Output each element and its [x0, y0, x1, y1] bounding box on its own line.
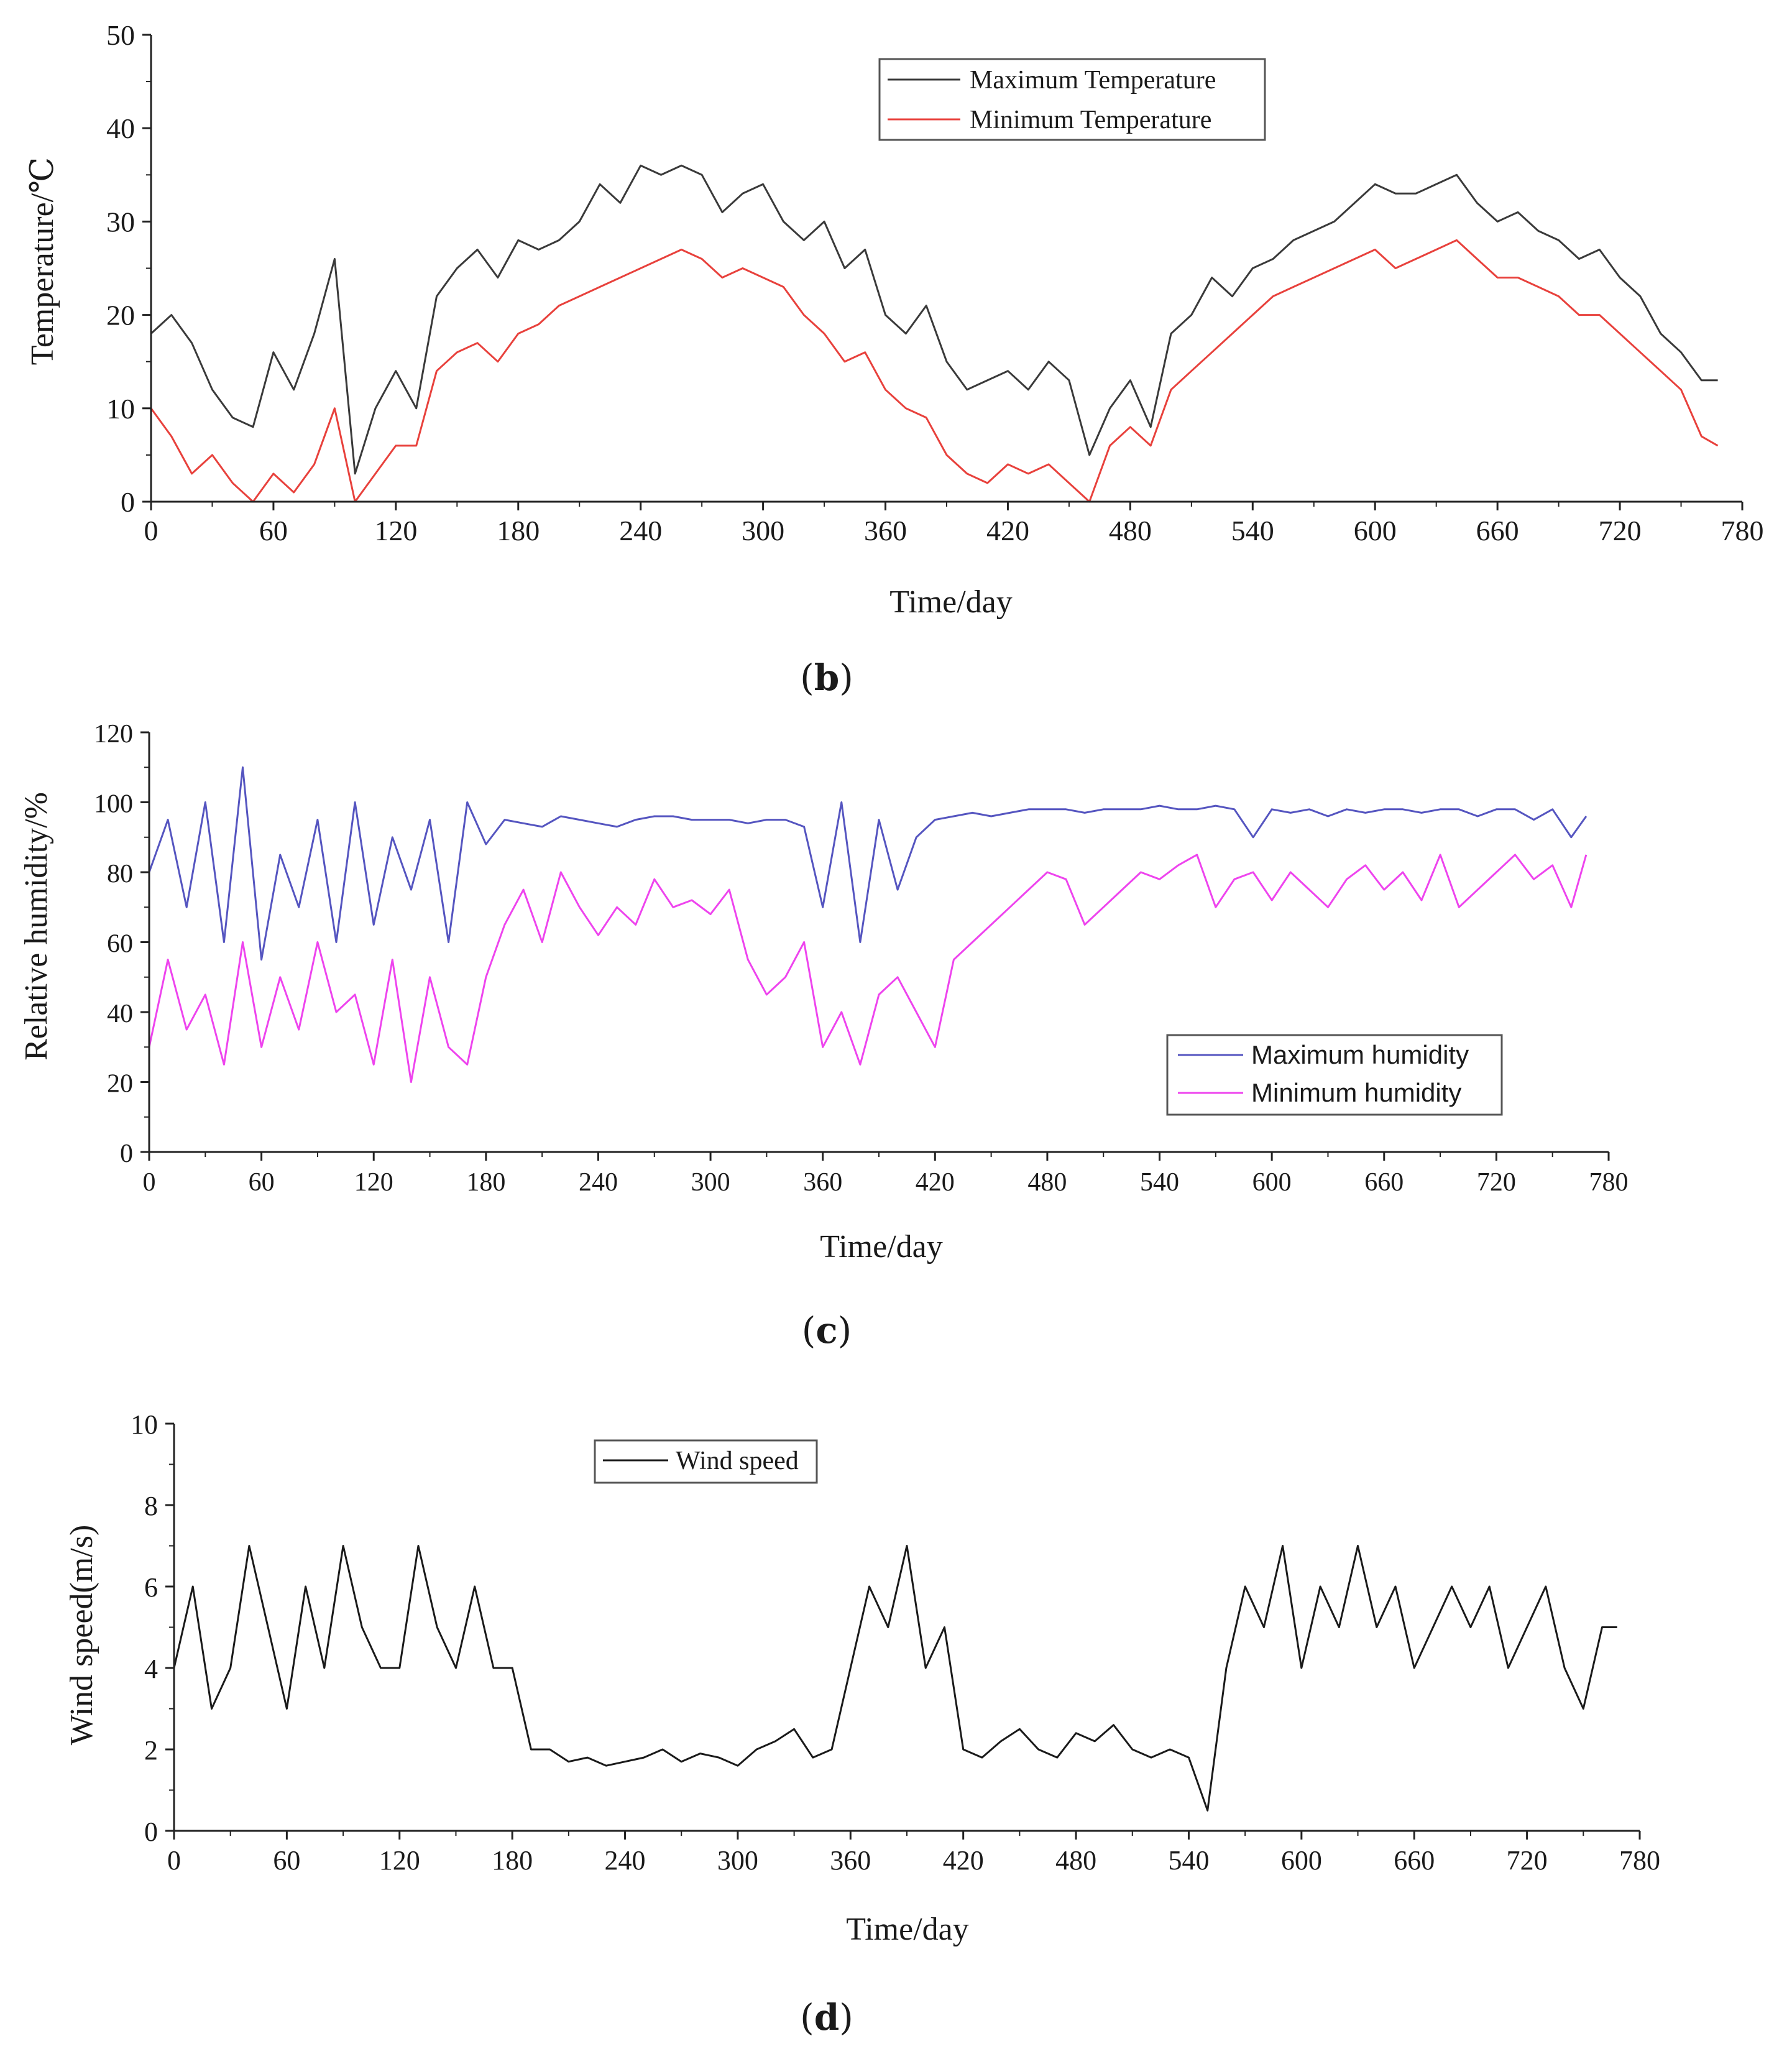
- panel-b-ytick-label: 50: [106, 19, 135, 51]
- panel-d-xtick-label: 600: [1281, 1845, 1322, 1876]
- panel-b-xtick-label: 540: [1231, 515, 1274, 546]
- panel-b-ylabel: Temperature/℃: [25, 157, 60, 366]
- panel-c-ytick-label: 20: [107, 1070, 133, 1099]
- panel-c-series-minimum-humidity-line: [148, 854, 1588, 1083]
- panel-b-ytick-label: 30: [106, 206, 135, 237]
- panel-b-temperature-chart: 0 60 120 180 240 300 360 420 480 540 600 660 720 780 0…: [25, 19, 1764, 699]
- panel-d-ytick-label: 6: [144, 1572, 158, 1603]
- panel-c-ylabel: Relative humidity/%: [19, 792, 54, 1061]
- panel-c-legend: Maximum humidity Minimum humidity: [1166, 1034, 1503, 1116]
- panel-b-ytick-label: 0: [121, 486, 135, 518]
- panel-c-ytick-label: 60: [107, 930, 133, 959]
- panel-d-ytick-label: 8: [144, 1491, 158, 1521]
- panel-b-xtick-label: 300: [742, 515, 784, 546]
- panel-c-xtick-label: 600: [1252, 1168, 1292, 1197]
- panel-b-legend-label-min: Minimum Temperature: [970, 106, 1211, 134]
- panel-b-xtick-label: 240: [619, 515, 662, 546]
- panel-d-xtick-label: 780: [1619, 1845, 1660, 1876]
- panel-c-xtick-label: 780: [1589, 1168, 1629, 1197]
- panel-c-xtick-label: 660: [1364, 1168, 1404, 1197]
- panel-c-xlabel: Time/day: [820, 1229, 942, 1264]
- panel-c-series-maximum-humidity-line: [148, 766, 1588, 961]
- panel-b-legend-label-max: Maximum Temperature: [970, 66, 1216, 94]
- panel-b-xtick-label: 480: [1109, 515, 1152, 546]
- panel-d-caption: (d): [800, 1996, 853, 2038]
- panel-d-xtick-label: 300: [717, 1845, 758, 1876]
- panel-b-ytick-label: 10: [106, 393, 135, 425]
- panel-c-xtick-label: 720: [1477, 1168, 1516, 1197]
- panel-c-humidity-chart: 0 60 120 180 240 300 360 420 480 540 600 660 720 780 0…: [19, 720, 1629, 1352]
- panel-b-xtick-label: 180: [497, 515, 540, 546]
- panel-d-ylabel: Wind speed(m/s): [64, 1525, 99, 1746]
- panel-b-caption: (b): [800, 656, 853, 699]
- panel-d-xtick-label: 420: [943, 1845, 984, 1876]
- panel-c-xtick-label: 360: [803, 1168, 842, 1197]
- panel-c-ytick-label: 120: [94, 720, 133, 749]
- panel-b-xtick-label: 600: [1354, 515, 1397, 546]
- panel-b-xtick-label: 0: [144, 515, 159, 546]
- panel-b-xtick-label: 60: [259, 515, 288, 546]
- panel-c-xtick-label: 300: [691, 1168, 730, 1197]
- panel-c-ytick-label: 100: [94, 790, 133, 819]
- panel-b-xtick-label: 780: [1721, 515, 1764, 546]
- panel-d-ytick-label: 10: [131, 1409, 158, 1440]
- panel-d-xtick-label: 360: [830, 1845, 871, 1876]
- panel-d-xtick-label: 540: [1168, 1845, 1209, 1876]
- panel-c-xtick-label: 240: [579, 1168, 618, 1197]
- panel-c-legend-box: [1166, 1034, 1503, 1116]
- panel-c-xtick-label: 480: [1027, 1168, 1067, 1197]
- panel-d-xtick-label: 720: [1507, 1845, 1548, 1876]
- panel-d-xtick-label: 60: [273, 1845, 300, 1876]
- panel-d-xtick-label: 0: [167, 1845, 181, 1876]
- panel-d-xtick-label: 240: [605, 1845, 646, 1876]
- panel-c-ytick-label: 0: [120, 1140, 133, 1168]
- panel-c-xtick-label: 180: [466, 1168, 505, 1197]
- panel-d-legend-box: [594, 1439, 818, 1484]
- panel-d-wind-chart: 0 60 120 180 240 300 360 420 480 540 600 660 720 780 0…: [64, 1409, 1660, 2038]
- panel-d-xlabel: Time/day: [846, 1912, 968, 1947]
- panel-c-xtick-label: 0: [143, 1168, 156, 1197]
- panel-c-xtick-label: 540: [1140, 1168, 1179, 1197]
- panel-d-xtick-label: 480: [1055, 1845, 1096, 1876]
- panel-b-xtick-label: 720: [1599, 515, 1642, 546]
- panel-d-legend-label: Wind speed: [676, 1447, 799, 1475]
- panel-d-legend: Wind speed: [594, 1439, 818, 1484]
- panel-b-legend: Maximum Temperature Minimum Temperature: [878, 58, 1266, 141]
- panel-c-xtick-label: 120: [354, 1168, 393, 1197]
- panel-b-xtick-label: 420: [986, 515, 1029, 546]
- panel-c-legend-label-max: Maximum humidity: [1251, 1040, 1469, 1069]
- panel-b-series-minimum-temperature-line: [150, 239, 1719, 503]
- panel-b-xtick-label: 660: [1476, 515, 1519, 546]
- panel-d-ytick-label: 2: [144, 1735, 158, 1766]
- panel-d-ytick-label: 4: [144, 1654, 158, 1684]
- panel-b-series-maximum-temperature-line: [150, 164, 1718, 475]
- panel-d-ytick-label: 0: [144, 1817, 158, 1847]
- panel-b-ytick-label: 40: [106, 113, 135, 144]
- panel-c-ytick-label: 80: [107, 860, 133, 888]
- panel-c-xtick-label: 60: [249, 1168, 275, 1197]
- panel-c-ytick-label: 40: [107, 1000, 133, 1028]
- panel-b-xlabel: Time/day: [889, 584, 1012, 620]
- panel-d-xtick-label: 180: [492, 1845, 533, 1876]
- panel-b-xtick-label: 360: [864, 515, 907, 546]
- panel-c-legend-label-min: Minimum humidity: [1251, 1078, 1461, 1107]
- panel-b-legend-box: [878, 58, 1266, 141]
- panel-d-xtick-label: 660: [1394, 1845, 1435, 1876]
- panel-c-caption: (c): [802, 1309, 852, 1352]
- panel-b-xtick-label: 120: [374, 515, 417, 546]
- panel-d-series-wind-speed-line: [173, 1545, 1617, 1812]
- panel-b-ytick-label: 20: [106, 300, 135, 331]
- panel-c-xtick-label: 420: [916, 1168, 955, 1197]
- panel-d-xtick-label: 120: [379, 1845, 420, 1876]
